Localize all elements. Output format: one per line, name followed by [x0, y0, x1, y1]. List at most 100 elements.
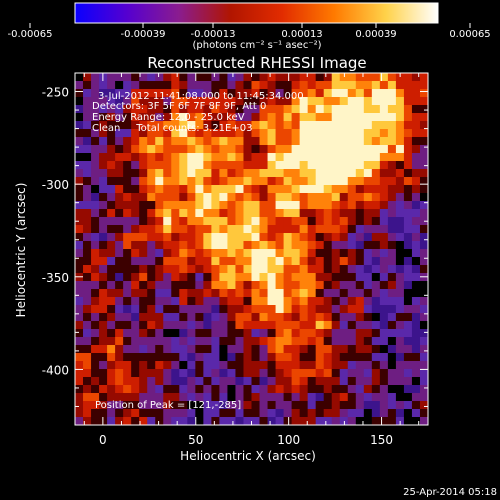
image-pixel	[187, 193, 196, 202]
image-pixel	[219, 377, 228, 386]
image-pixel	[395, 345, 405, 354]
image-pixel	[323, 73, 333, 82]
image-pixel	[147, 345, 156, 354]
image-pixel	[395, 313, 405, 322]
image-pixel	[339, 385, 349, 394]
image-pixel	[195, 409, 204, 418]
image-pixel	[387, 193, 397, 202]
image-pixel	[179, 257, 188, 266]
image-pixel	[219, 201, 228, 210]
image-pixel	[91, 265, 100, 274]
image-pixel	[379, 401, 389, 410]
image-pixel	[331, 289, 341, 298]
image-pixel	[299, 169, 309, 178]
image-pixel	[331, 233, 341, 242]
image-pixel	[107, 321, 116, 330]
image-pixel	[291, 417, 301, 425]
image-pixel	[339, 177, 349, 186]
image-pixel	[171, 241, 180, 250]
image-pixel	[195, 129, 204, 138]
image-pixel	[251, 393, 261, 402]
image-pixel	[275, 201, 285, 210]
image-pixel	[251, 257, 261, 266]
image-pixel	[195, 241, 204, 250]
image-pixel	[283, 329, 293, 338]
image-pixel	[235, 329, 244, 338]
image-pixel	[147, 401, 156, 410]
image-pixel	[411, 417, 421, 425]
image-pixel	[187, 337, 196, 346]
image-pixel	[411, 297, 421, 306]
image-pixel	[131, 329, 140, 338]
image-pixel	[75, 185, 84, 194]
image-pixel	[323, 353, 333, 362]
image-pixel	[211, 313, 220, 322]
image-pixel	[107, 297, 116, 306]
image-pixel	[283, 209, 293, 218]
image-pixel	[267, 361, 277, 370]
image-pixel	[91, 153, 100, 162]
image-pixel	[99, 401, 108, 410]
image-pixel	[363, 97, 373, 106]
image-pixel	[115, 161, 124, 170]
image-pixel	[315, 217, 325, 226]
image-pixel	[363, 361, 373, 370]
image-pixel	[179, 105, 188, 114]
image-pixel	[139, 369, 148, 378]
image-pixel	[123, 377, 132, 386]
image-pixel	[171, 161, 180, 170]
image-pixel	[219, 169, 228, 178]
image-pixel	[403, 217, 413, 226]
image-pixel	[307, 105, 317, 114]
image-pixel	[235, 369, 244, 378]
image-pixel	[227, 313, 236, 322]
image-pixel	[339, 393, 349, 402]
image-pixel	[99, 177, 108, 186]
image-pixel	[411, 345, 421, 354]
image-pixel	[139, 417, 148, 425]
image-pixel	[347, 233, 357, 242]
image-pixel	[275, 369, 285, 378]
image-pixel	[403, 377, 413, 386]
image-pixel	[355, 393, 365, 402]
image-pixel	[139, 393, 148, 402]
image-pixel	[339, 241, 349, 250]
image-pixel	[395, 89, 405, 98]
image-pixel	[331, 89, 341, 98]
image-pixel	[155, 385, 164, 394]
image-pixel	[283, 193, 293, 202]
image-pixel	[339, 305, 349, 314]
image-pixel	[395, 353, 405, 362]
image-pixel	[251, 201, 261, 210]
image-pixel	[203, 233, 212, 242]
image-pixel	[187, 121, 196, 130]
image-pixel	[139, 305, 148, 314]
image-pixel	[139, 313, 148, 322]
image-pixel	[411, 401, 421, 410]
image-pixel	[259, 169, 269, 178]
image-pixel	[163, 201, 172, 210]
image-pixel	[123, 105, 132, 114]
image-pixel	[347, 377, 357, 386]
image-pixel	[259, 305, 269, 314]
image-pixel	[259, 241, 269, 250]
image-pixel	[227, 81, 236, 90]
image-pixel	[331, 377, 341, 386]
image-pixel	[211, 193, 220, 202]
image-pixel	[299, 81, 309, 90]
image-pixel	[235, 417, 244, 425]
image-pixel	[267, 241, 277, 250]
image-pixel	[195, 177, 204, 186]
image-pixel	[411, 393, 421, 402]
image-pixel	[307, 401, 317, 410]
image-pixel	[179, 169, 188, 178]
image-pixel	[403, 177, 413, 186]
image-pixel	[131, 401, 140, 410]
image-pixel	[355, 289, 365, 298]
image-pixel	[323, 177, 333, 186]
image-pixel	[155, 89, 164, 98]
image-pixel	[211, 265, 220, 274]
image-pixel	[195, 81, 204, 90]
image-pixel	[115, 201, 124, 210]
image-pixel	[355, 185, 365, 194]
